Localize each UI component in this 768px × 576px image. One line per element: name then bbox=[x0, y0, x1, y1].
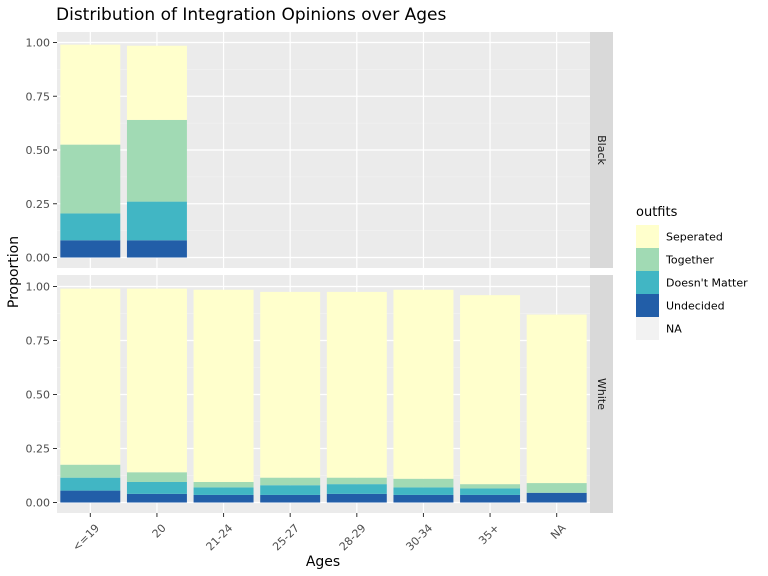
bar-segment-together bbox=[393, 478, 454, 488]
bar-segment-doesn-t-matter bbox=[60, 213, 121, 241]
facet-strip-label: Black bbox=[595, 135, 608, 165]
bar-segment-doesn-t-matter bbox=[260, 485, 321, 495]
bar-segment-seperated bbox=[326, 291, 387, 478]
bar-segment-undecided bbox=[326, 493, 387, 503]
bar-segment-seperated bbox=[460, 295, 521, 485]
x-tick-label: 35+ bbox=[476, 522, 502, 548]
y-tick-label: 1.00 bbox=[26, 37, 51, 50]
legend-key bbox=[636, 248, 659, 271]
x-tick-label: NA bbox=[548, 521, 569, 542]
bar-segment-undecided bbox=[193, 494, 254, 503]
legend-key bbox=[636, 317, 659, 340]
legend-label: Together bbox=[665, 254, 714, 267]
facet-strip bbox=[590, 32, 613, 268]
legend-key bbox=[636, 225, 659, 248]
bar-segment-together bbox=[526, 483, 587, 493]
panel-white: 0.00 0.25 0.50 0.75 1.00 White bbox=[26, 275, 613, 513]
bar-segment-doesn-t-matter bbox=[393, 487, 454, 495]
y-tick-label: 0.00 bbox=[26, 497, 51, 510]
y-tick-label: 0.50 bbox=[26, 389, 51, 402]
panel-black: 0.00 0.25 0.50 0.75 1.00 Black bbox=[26, 32, 613, 268]
legend: outfits Seperated Together Doesn't Matter U… bbox=[636, 205, 748, 340]
bar-segment-together bbox=[126, 119, 187, 202]
bar-segment-undecided bbox=[526, 492, 587, 503]
x-tick-label: 21-24 bbox=[204, 522, 236, 554]
x-axis-title: Ages bbox=[306, 554, 340, 570]
bar-segment-undecided bbox=[60, 490, 121, 503]
bar-segment-seperated bbox=[393, 289, 454, 479]
facet-strip bbox=[590, 275, 613, 513]
y-tick-label: 1.00 bbox=[26, 281, 51, 294]
bar-segment-together bbox=[126, 472, 187, 482]
x-axis: <=19 20 21-24 25-27 28-29 30-34 35+ NA bbox=[70, 513, 569, 554]
bar-segment-seperated bbox=[260, 291, 321, 478]
bar-segment-together bbox=[193, 481, 254, 488]
bar-segment-seperated bbox=[126, 45, 187, 120]
bar-segment-undecided bbox=[260, 494, 321, 503]
y-axis-title: Proportion bbox=[6, 236, 22, 308]
bar-segment-undecided bbox=[126, 493, 187, 503]
y-tick-label: 0.00 bbox=[26, 252, 51, 265]
facet-panels: 0.00 0.25 0.50 0.75 1.00 Black 0.00 0.25 0.50 0.7… bbox=[26, 32, 613, 513]
legend-title: outfits bbox=[636, 205, 678, 220]
x-tick-label: 28-29 bbox=[337, 522, 369, 554]
legend-label: Seperated bbox=[666, 231, 723, 244]
bar-segment-seperated bbox=[126, 288, 187, 473]
bar-segment-seperated bbox=[60, 44, 121, 145]
chart-title: Distribution of Integration Opinions ove… bbox=[56, 5, 446, 25]
legend-label: Undecided bbox=[666, 300, 725, 313]
y-tick-label: 0.75 bbox=[26, 90, 51, 103]
x-tick-label: 25-27 bbox=[270, 522, 302, 554]
bar-segment-seperated bbox=[526, 314, 587, 484]
bar-segment-seperated bbox=[60, 288, 121, 465]
bar-segment-doesn-t-matter bbox=[326, 484, 387, 494]
legend-label: Doesn't Matter bbox=[666, 277, 748, 290]
bar-segment-together bbox=[60, 144, 121, 214]
x-tick-label: 20 bbox=[150, 522, 169, 541]
y-tick-label: 0.75 bbox=[26, 335, 51, 348]
bar-segment-doesn-t-matter bbox=[126, 481, 187, 494]
bar-segment-together bbox=[60, 464, 121, 478]
legend-key bbox=[636, 271, 659, 294]
legend-label: NA bbox=[666, 323, 682, 336]
bar-segment-doesn-t-matter bbox=[60, 477, 121, 491]
y-tick-label: 0.50 bbox=[26, 144, 51, 157]
facet-strip-label: White bbox=[595, 378, 608, 410]
bar-segment-together bbox=[460, 484, 521, 489]
bar-segment-together bbox=[326, 477, 387, 485]
bar-segment-together bbox=[260, 477, 321, 486]
bar-segment-undecided bbox=[460, 494, 521, 503]
x-tick-label: 30-34 bbox=[403, 522, 435, 554]
x-tick-label: <=19 bbox=[70, 522, 102, 554]
bar-segment-undecided bbox=[393, 494, 454, 503]
bar-segment-undecided bbox=[126, 240, 187, 258]
bar-segment-doesn-t-matter bbox=[193, 487, 254, 495]
bar-segment-undecided bbox=[60, 240, 121, 258]
bar-segment-doesn-t-matter bbox=[126, 201, 187, 241]
legend-key bbox=[636, 294, 659, 317]
y-tick-label: 0.25 bbox=[26, 198, 51, 211]
bar-segment-seperated bbox=[193, 289, 254, 482]
y-tick-label: 0.25 bbox=[26, 443, 51, 456]
bar-segment-doesn-t-matter bbox=[460, 488, 521, 495]
